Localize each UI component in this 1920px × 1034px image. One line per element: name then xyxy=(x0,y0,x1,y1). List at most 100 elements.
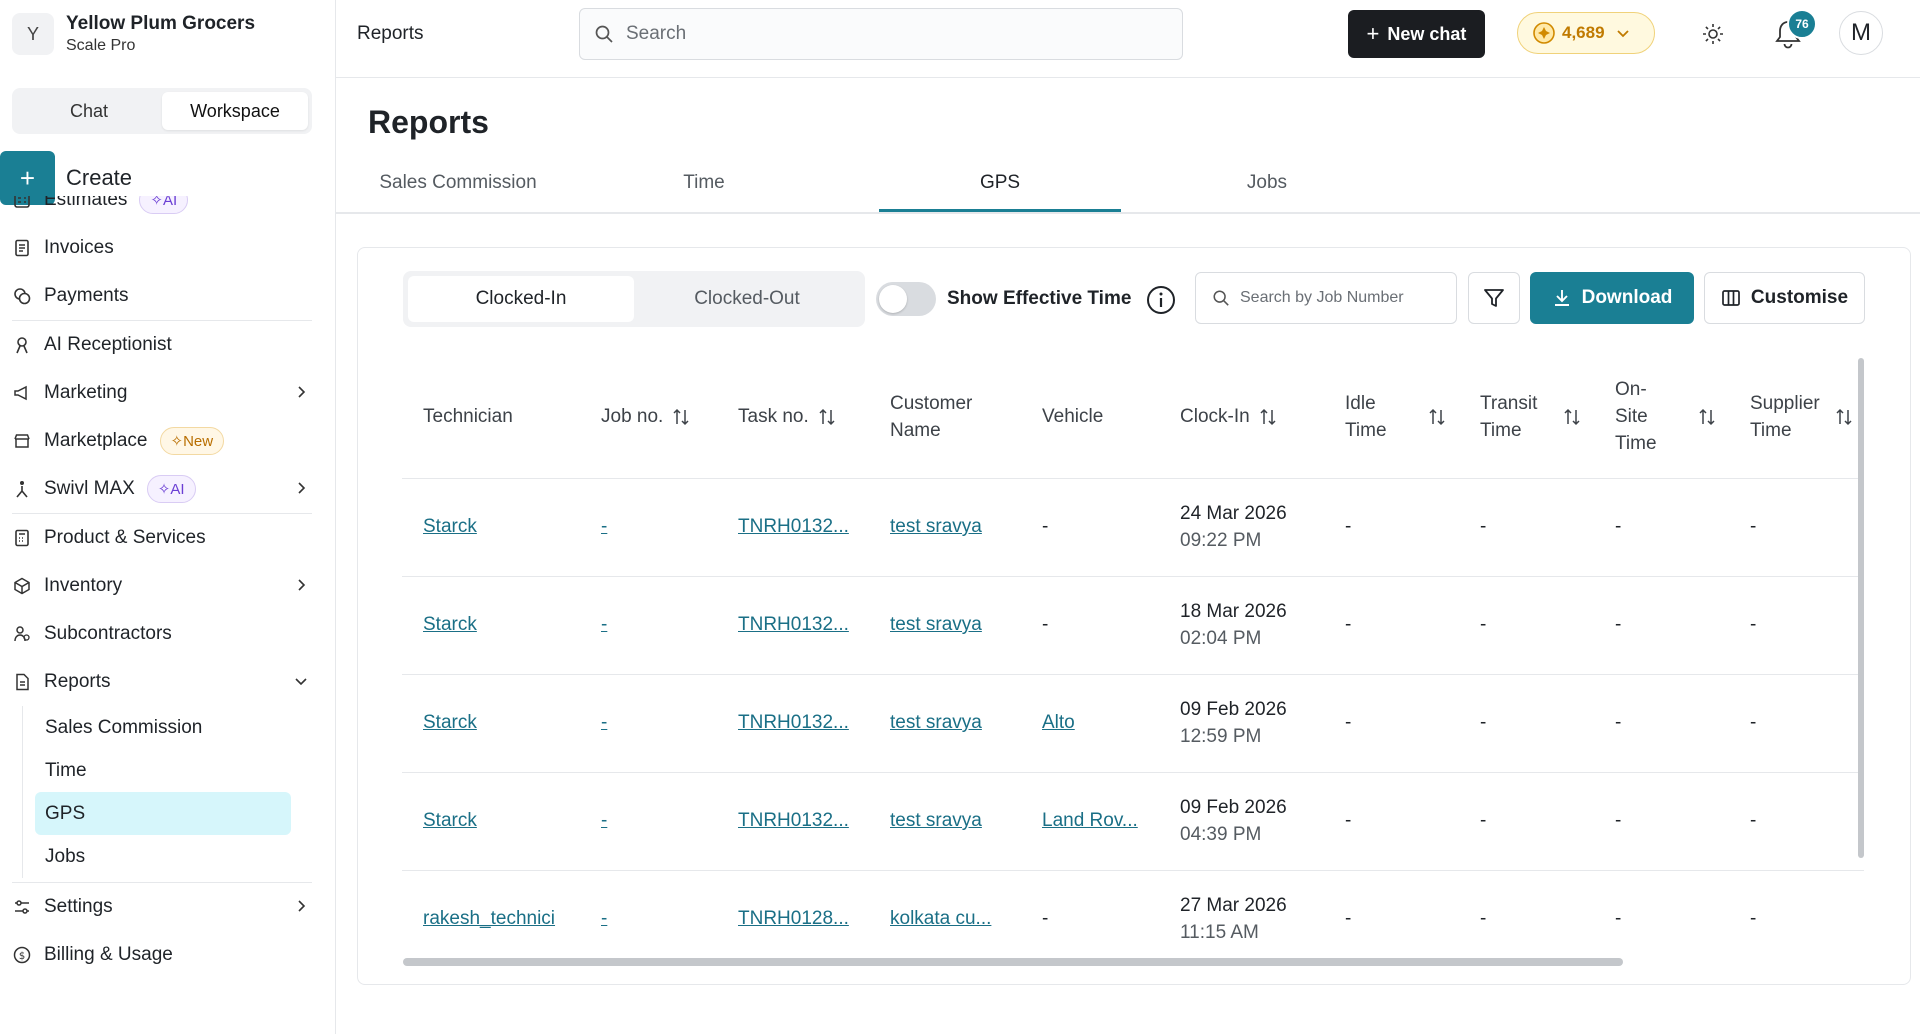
sidebar-item-label: Payments xyxy=(44,285,129,306)
vertical-scrollbar[interactable] xyxy=(1858,358,1864,858)
customer-link[interactable]: kolkata cu... xyxy=(890,908,992,929)
vehicle-link[interactable]: Land Rov... xyxy=(1042,810,1138,831)
sidebar-item-label: Inventory xyxy=(44,575,123,596)
tab-gps[interactable]: GPS xyxy=(879,172,1121,212)
clock-in-time: 04:39 PM xyxy=(1180,824,1262,845)
user-avatar[interactable]: M xyxy=(1839,11,1883,55)
theme-toggle-sun-icon[interactable] xyxy=(1701,22,1725,46)
customer-link[interactable]: test sravya xyxy=(890,614,982,635)
new-chat-button[interactable]: + New chat xyxy=(1348,10,1485,58)
job-link[interactable]: - xyxy=(601,712,608,733)
job-link[interactable]: - xyxy=(601,614,608,635)
technician-link[interactable]: Starck xyxy=(423,810,477,831)
cell-vehicle: - xyxy=(1021,478,1159,577)
divider xyxy=(12,320,312,321)
task-link[interactable]: TNRH0132... xyxy=(738,810,849,831)
sidebar-subitem-sales-commission[interactable]: Sales Commission xyxy=(45,716,203,738)
tab-chat[interactable]: Chat xyxy=(69,100,109,121)
sort-icon[interactable] xyxy=(671,407,691,427)
technician-link[interactable]: rakesh_technici xyxy=(423,908,556,929)
sidebar-subitem-gps[interactable]: GPS xyxy=(35,792,291,835)
col-onsite-time[interactable]: On- Site Time xyxy=(1594,356,1729,479)
tab-workspace[interactable]: Workspace xyxy=(162,92,308,130)
sidebar-item-settings[interactable]: Settings xyxy=(0,883,336,931)
search-input[interactable] xyxy=(626,23,1166,45)
sidebar-item-marketing[interactable]: Marketing xyxy=(0,369,336,417)
technician-link[interactable]: Starck xyxy=(423,516,477,537)
cell-clock-in: 09 Feb 2026 04:39 PM xyxy=(1159,772,1324,871)
table-row: Starck - TNRH0132... test sravya - 24 Ma… xyxy=(402,478,1864,577)
col-transit-time[interactable]: Transit Time xyxy=(1459,356,1594,479)
task-link[interactable]: TNRH0132... xyxy=(738,614,849,635)
figure-icon xyxy=(12,479,32,499)
credits-dropdown[interactable]: 4,689 xyxy=(1517,12,1655,54)
sort-icon[interactable] xyxy=(1834,407,1854,427)
clocked-in-tab[interactable]: Clocked-In xyxy=(408,276,634,322)
chevron-right-icon xyxy=(292,576,310,594)
technician-link[interactable]: Starck xyxy=(423,614,477,635)
sidebar-item-inventory[interactable]: Inventory xyxy=(0,562,336,610)
global-search xyxy=(579,8,1183,60)
sidebar-item-estimates[interactable]: Estimates ✧ AI xyxy=(0,196,336,224)
clocked-out-tab[interactable]: Clocked-Out xyxy=(694,288,800,309)
sort-icon[interactable] xyxy=(1697,407,1717,427)
sidebar-item-invoices[interactable]: Invoices xyxy=(0,224,336,272)
sidebar-item-product-services[interactable]: Product & Services xyxy=(0,514,336,562)
filter-button[interactable] xyxy=(1468,272,1520,324)
col-task-no[interactable]: Task no. xyxy=(717,356,869,479)
sort-icon[interactable] xyxy=(1427,407,1447,427)
job-link[interactable]: - xyxy=(601,810,608,831)
sidebar-item-billing[interactable]: $ Billing & Usage xyxy=(0,931,336,979)
sidebar-item-marketplace[interactable]: Marketplace ✧ New xyxy=(0,417,336,465)
create-button[interactable]: + Create xyxy=(0,151,132,205)
sidebar-item-subcontractors[interactable]: Subcontractors xyxy=(0,610,336,658)
sort-icon[interactable] xyxy=(1258,407,1278,427)
sidebar-item-swivl-max[interactable]: Swivl MAX ✧ AI xyxy=(0,465,336,513)
task-link[interactable]: TNRH0132... xyxy=(738,516,849,537)
cell-technician: Starck xyxy=(402,772,580,871)
tab-jobs[interactable]: Jobs xyxy=(1246,172,1288,193)
col-supplier-label-line2: Time xyxy=(1750,419,1792,441)
col-clock-in[interactable]: Clock-In xyxy=(1159,356,1324,479)
sidebar-item-ai-receptionist[interactable]: AI Receptionist xyxy=(0,321,336,369)
col-job-no[interactable]: Job no. xyxy=(580,356,717,479)
idle-time-value: - xyxy=(1345,908,1352,929)
download-button[interactable]: Download xyxy=(1530,272,1694,324)
vehicle-link[interactable]: Alto xyxy=(1042,712,1075,733)
org-switcher[interactable]: Y Yellow Plum Grocers Scale Pro xyxy=(12,12,255,56)
effective-time-switch[interactable] xyxy=(876,282,936,316)
cell-onsite-time: - xyxy=(1594,576,1729,675)
dollar-icon: $ xyxy=(12,945,32,965)
svg-text:$: $ xyxy=(19,951,25,962)
technician-link[interactable]: Starck xyxy=(423,712,477,733)
sidebar-item-reports[interactable]: Reports xyxy=(0,658,336,706)
job-link[interactable]: - xyxy=(601,908,608,929)
sort-icon[interactable] xyxy=(817,407,837,427)
job-search-input[interactable] xyxy=(1240,289,1450,307)
gps-table-container[interactable]: Technician Job no. Task no. Customer Name… xyxy=(402,356,1864,956)
sidebar-subitem-jobs[interactable]: Jobs xyxy=(45,845,86,867)
customise-button[interactable]: Customise xyxy=(1704,272,1865,324)
col-supplier-time[interactable]: Supplier Time xyxy=(1729,356,1864,479)
report-icon xyxy=(12,672,32,692)
col-idle-time[interactable]: Idle Time xyxy=(1324,356,1459,479)
tab-sales-commission[interactable]: Sales Commission xyxy=(379,172,537,193)
chevron-right-icon xyxy=(292,897,310,915)
task-link[interactable]: TNRH0132... xyxy=(738,712,849,733)
customer-link[interactable]: test sravya xyxy=(890,810,982,831)
col-transit-label-line2: Time xyxy=(1480,419,1522,441)
sort-icon[interactable] xyxy=(1562,407,1582,427)
horizontal-scrollbar[interactable] xyxy=(403,958,1623,966)
col-clock-in-label: Clock-In xyxy=(1180,406,1250,428)
task-link[interactable]: TNRH0128... xyxy=(738,908,849,929)
customer-link[interactable]: test sravya xyxy=(890,712,982,733)
sidebar-subitem-time[interactable]: Time xyxy=(45,759,87,781)
sidebar-item-payments[interactable]: Payments xyxy=(0,272,336,320)
onsite-time-value: - xyxy=(1615,908,1622,929)
info-icon[interactable] xyxy=(1146,285,1176,315)
tab-time[interactable]: Time xyxy=(683,172,725,193)
idle-time-value: - xyxy=(1345,712,1352,733)
cell-clock-in: 27 Mar 2026 11:15 AM xyxy=(1159,870,1324,956)
job-link[interactable]: - xyxy=(601,516,608,537)
customer-link[interactable]: test sravya xyxy=(890,516,982,537)
